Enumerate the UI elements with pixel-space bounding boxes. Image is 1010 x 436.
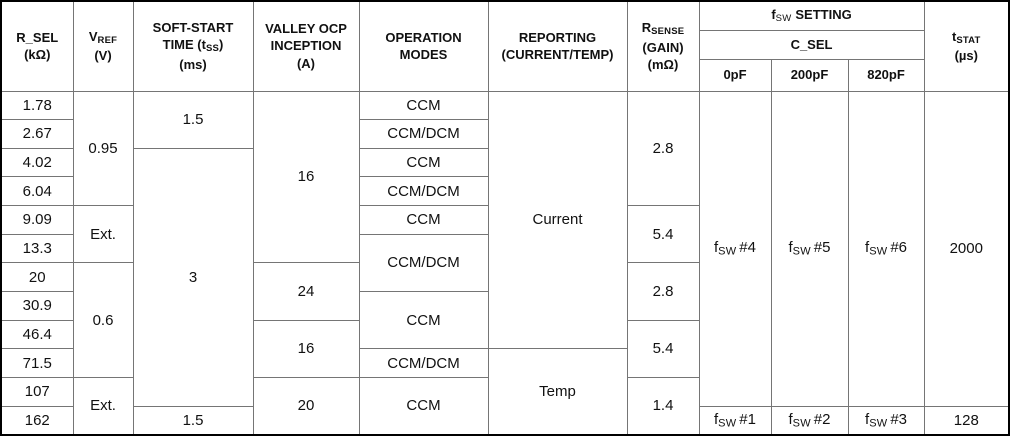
header-r-sense-name: RSENSE — [641, 19, 685, 37]
r-sense-cell: 2.8 — [626, 262, 700, 321]
r-sel-cell: 13.3 — [0, 233, 74, 264]
r-sense-cell: 5.4 — [626, 205, 700, 264]
header-reporting: REPORTING (CURRENT/TEMP) — [487, 0, 628, 92]
fsw-cell-0pf: fSW #1 — [698, 405, 772, 436]
header-c-sel: C_SEL — [698, 29, 925, 60]
mode-cell: CCM — [358, 205, 489, 235]
mode-cell: CCM — [358, 291, 489, 350]
soft-start-cell: 3 — [132, 147, 254, 407]
mode-cell: CCM/DCM — [358, 348, 489, 379]
r-sel-cell: 1.78 — [0, 90, 74, 121]
header-valley-ocp-unit: (A) — [296, 56, 316, 72]
reporting-cell: Current — [487, 90, 628, 350]
header-r-sel-unit: (kΩ) — [24, 47, 51, 63]
t-stat-cell: 2000 — [923, 90, 1010, 407]
table-row: 2.67 CCM/DCM — [0, 119, 1009, 149]
header-t-stat-unit: (µs) — [954, 48, 978, 64]
header-r-sel: R_SEL (kΩ) — [0, 0, 74, 92]
v-ref-cell: Ext. — [72, 205, 134, 264]
r-sense-cell: 2.8 — [626, 90, 700, 207]
header-operation-modes: OPERATION MODES — [358, 0, 489, 92]
header-cap-200pf: 200pF — [770, 58, 849, 92]
r-sense-cell: 1.4 — [626, 377, 700, 436]
soft-start-cell: 1.5 — [132, 405, 254, 436]
v-ref-cell: Ext. — [72, 377, 134, 436]
r-sel-cell: 46.4 — [0, 319, 74, 350]
mode-cell: CCM/DCM — [358, 119, 489, 149]
r-sel-cell: 4.02 — [0, 147, 74, 178]
v-ref-cell: 0.95 — [72, 90, 134, 207]
table-row: 1.78 0.95 1.5 16 CCM Current 2.8 fSW #4 f… — [0, 90, 1010, 407]
v-ref-cell: 0.6 — [72, 262, 134, 379]
header-r-sense-unit: (mΩ) — [647, 57, 679, 73]
header-r-sense: RSENSE (GAIN) (mΩ) — [626, 0, 700, 92]
table-row: 13.3 CCM/DCM — [0, 233, 1009, 293]
r-sel-cell: 162 — [0, 405, 74, 436]
mode-cell: CCM — [358, 147, 489, 178]
soft-start-cell: 1.5 — [132, 90, 254, 149]
table-row: 30.9 CCM — [0, 291, 1009, 350]
table-row: 162 1.5 fSW #1 fSW #2 fSW #3 128 — [0, 405, 1010, 436]
reporting-cell: Temp — [487, 348, 628, 436]
valley-ocp-cell: 24 — [252, 262, 360, 321]
header-v-ref-name: VREF — [88, 28, 118, 46]
table-row: 4.02 3 CCM — [0, 147, 1009, 407]
table-row: 6.04 CCM/DCM — [0, 176, 1009, 207]
valley-ocp-cell: 20 — [252, 377, 360, 436]
r-sel-cell: 6.04 — [0, 176, 74, 207]
t-stat-cell: 128 — [923, 405, 1010, 436]
r-sense-cell: 5.4 — [626, 319, 700, 379]
header-soft-start: SOFT-START TIME (tSS) (ms) — [132, 0, 254, 92]
mode-cell: CCM/DCM — [358, 176, 489, 207]
fsw-cell-200pf: fSW #2 — [770, 405, 849, 436]
header-r-sel-name: R_SEL — [16, 29, 59, 45]
fsw-cell-200pf: fSW #5 — [770, 90, 849, 407]
header-soft-start-unit: (ms) — [179, 57, 207, 73]
r-sel-cell: 30.9 — [0, 291, 74, 321]
table-row: 107 Ext. 20 CCM 1.4 — [0, 377, 1009, 436]
r-sel-cell: 107 — [0, 377, 74, 407]
header-cap-0pf: 0pF — [698, 58, 772, 92]
valley-ocp-cell: 16 — [252, 90, 360, 264]
header-cap-820pf: 820pF — [847, 58, 925, 92]
fsw-cell-820pf: fSW #3 — [847, 405, 925, 436]
header-v-ref: VREF (V) — [72, 0, 134, 92]
header-t-stat-name: tSTAT — [952, 28, 981, 46]
table-row: 9.09 Ext. CCM 5.4 — [0, 205, 1009, 264]
r-sel-cell: 2.67 — [0, 119, 74, 149]
mode-cell: CCM — [358, 90, 489, 121]
r-sel-cell: 9.09 — [0, 205, 74, 235]
header-v-ref-unit: (V) — [94, 48, 112, 64]
fsw-cell-0pf: fSW #4 — [698, 90, 772, 407]
r-sel-cell: 71.5 — [0, 348, 74, 379]
mode-cell: CCM — [358, 377, 489, 436]
mode-cell: CCM/DCM — [358, 233, 489, 293]
r-sel-cell: 20 — [0, 262, 74, 293]
valley-ocp-cell: 16 — [252, 319, 360, 379]
fsw-cell-820pf: fSW #6 — [847, 90, 925, 407]
header-fsw-setting: fSW SETTING — [698, 0, 925, 31]
header-valley-ocp: VALLEY OCP INCEPTION (A) — [252, 0, 360, 92]
header-t-stat: tSTAT (µs) — [923, 0, 1010, 92]
